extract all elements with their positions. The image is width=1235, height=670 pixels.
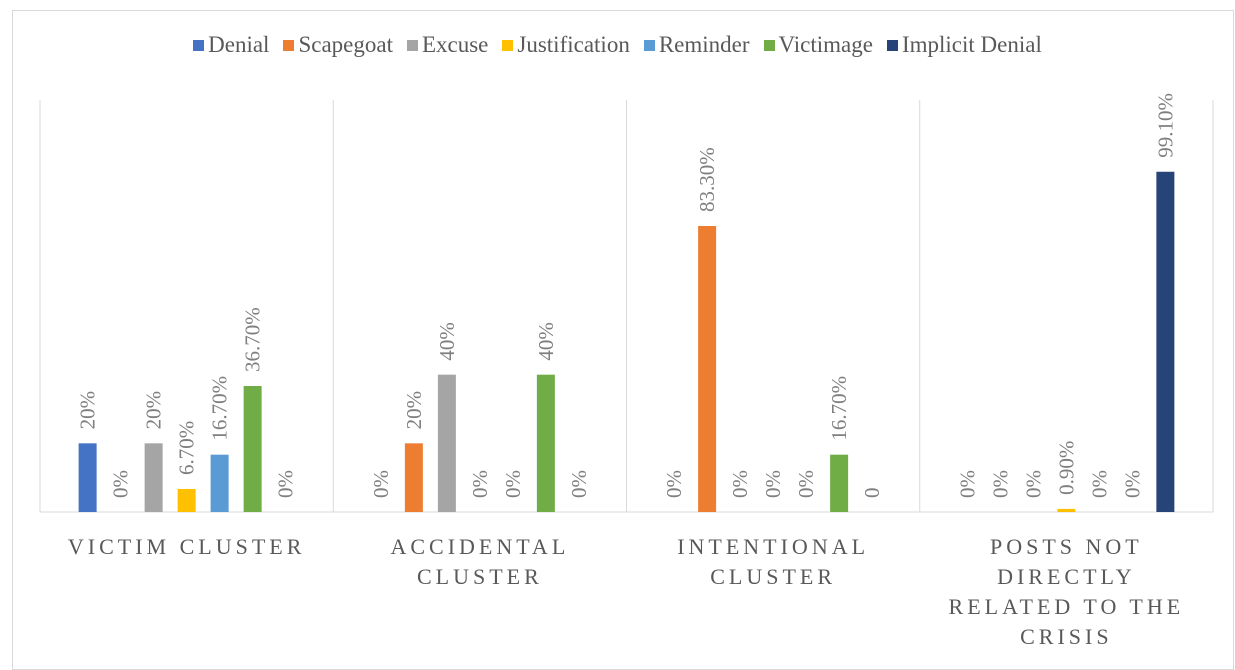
legend-swatch bbox=[502, 39, 514, 51]
data-label: 20% bbox=[142, 391, 166, 430]
x-tick-label: VICTIM CLUSTER bbox=[67, 534, 306, 559]
legend-swatch bbox=[283, 39, 295, 51]
data-label: 0% bbox=[728, 470, 752, 498]
bar bbox=[698, 226, 717, 512]
legend: Denial Scapegoat Excuse Justification Remind… bbox=[0, 32, 1235, 58]
data-label: 0.90% bbox=[1054, 441, 1078, 495]
bar bbox=[404, 443, 423, 512]
bar bbox=[78, 443, 97, 512]
data-label: 0% bbox=[1087, 470, 1111, 498]
x-tick-label: INTENTIONAL CLUSTER bbox=[677, 534, 870, 589]
data-label: 0% bbox=[369, 470, 393, 498]
data-label: 40% bbox=[435, 322, 459, 361]
bar bbox=[1156, 171, 1175, 513]
bar bbox=[144, 443, 163, 512]
legend-item: Excuse bbox=[406, 32, 489, 58]
legend-swatch bbox=[643, 39, 655, 51]
legend-item: Justification bbox=[502, 32, 630, 58]
bar bbox=[437, 374, 456, 512]
bar bbox=[210, 454, 229, 512]
data-label: 0% bbox=[988, 470, 1012, 498]
legend-item: Victimage bbox=[763, 32, 873, 58]
data-label: 99.10% bbox=[1153, 93, 1177, 158]
data-label: 0% bbox=[794, 470, 818, 498]
data-label: 40% bbox=[534, 322, 558, 361]
legend-item: Scapegoat bbox=[283, 32, 393, 58]
bar bbox=[177, 488, 196, 512]
bar bbox=[243, 385, 262, 512]
data-label: 0% bbox=[1021, 470, 1045, 498]
data-label: 16.70% bbox=[827, 376, 851, 441]
data-label: 0% bbox=[955, 470, 979, 498]
data-label: 0% bbox=[567, 470, 591, 498]
legend-label: Scapegoat bbox=[298, 32, 393, 57]
legend-swatch bbox=[886, 39, 898, 51]
data-label: 0% bbox=[274, 470, 298, 498]
data-label: 20% bbox=[76, 391, 100, 430]
legend-label: Victimage bbox=[778, 32, 873, 57]
bar bbox=[1057, 508, 1076, 512]
x-tick-label: ACCIDENTAL CLUSTER bbox=[390, 534, 570, 589]
data-label: 20% bbox=[402, 391, 426, 430]
legend-swatch bbox=[763, 39, 775, 51]
data-label: 36.70% bbox=[241, 307, 265, 372]
legend-item: Denial bbox=[193, 32, 269, 58]
legend-item: Implicit Denial bbox=[886, 32, 1042, 58]
data-label: 0% bbox=[662, 470, 686, 498]
data-label: 0% bbox=[468, 470, 492, 498]
data-label: 0% bbox=[1120, 470, 1144, 498]
legend-item: Reminder bbox=[643, 32, 750, 58]
data-label: 6.70% bbox=[175, 421, 199, 475]
data-label: 0% bbox=[109, 470, 133, 498]
data-label: 0% bbox=[761, 470, 785, 498]
legend-swatch bbox=[193, 39, 205, 51]
data-label: 0% bbox=[501, 470, 525, 498]
legend-label: Justification bbox=[517, 32, 630, 57]
data-label: 16.70% bbox=[208, 376, 232, 441]
x-tick-label: POSTS NOT DIRECTLY RELATED TO THE CRISIS bbox=[948, 534, 1185, 649]
legend-label: Excuse bbox=[421, 32, 489, 57]
legend-label: Reminder bbox=[658, 32, 750, 57]
bar bbox=[536, 374, 555, 512]
legend-label: Denial bbox=[208, 32, 270, 57]
data-label: 83.30% bbox=[695, 147, 719, 212]
legend-label: Implicit Denial bbox=[901, 32, 1042, 57]
bar bbox=[830, 454, 849, 512]
data-label: 0 bbox=[860, 488, 884, 499]
legend-swatch bbox=[406, 39, 418, 51]
